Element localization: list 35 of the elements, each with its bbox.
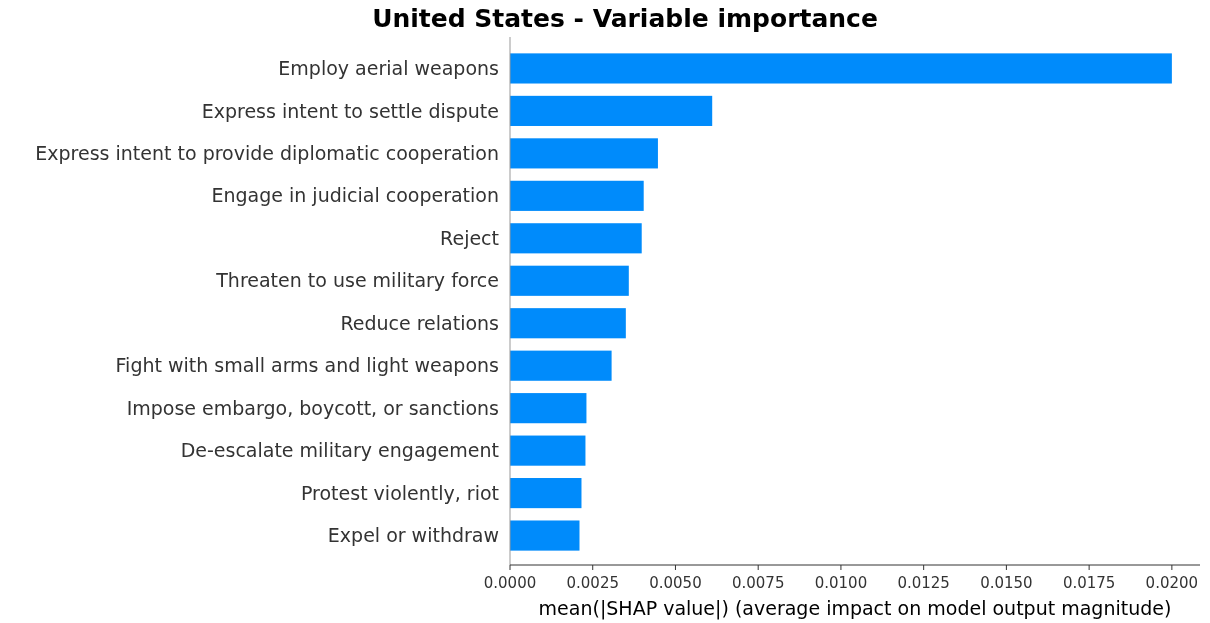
x-tick-label: 0.0025	[566, 574, 619, 592]
bar	[510, 350, 612, 381]
y-tick-label: Expel or withdraw	[327, 524, 499, 547]
y-tick-label: Express intent to provide diplomatic cooperation	[35, 142, 499, 165]
bar	[510, 435, 586, 466]
bar	[510, 393, 587, 424]
bar	[510, 223, 642, 254]
x-tick-label: 0.0175	[1062, 574, 1116, 592]
y-tick-label: Employ aerial weapons	[278, 57, 499, 80]
y-tick-label: Reject	[440, 226, 499, 249]
x-tick-label: 0.0050	[649, 574, 702, 592]
y-tick-label: Reduce relations	[340, 311, 499, 334]
bar	[510, 520, 580, 551]
bar	[510, 95, 713, 126]
y-tick-label: De-escalate military engagement	[180, 439, 499, 462]
bar	[510, 180, 644, 211]
chart-title: United States - Variable importance	[372, 4, 878, 33]
y-tick-label: Threaten to use military force	[215, 269, 499, 292]
y-tick-label: Express intent to settle dispute	[201, 99, 499, 122]
x-tick-label: 0.0150	[980, 574, 1033, 592]
x-axis-title: mean(|SHAP value|) (average impact on model output magnitude)	[538, 597, 1172, 620]
x-tick-label: 0.0100	[814, 574, 868, 592]
x-tick-label: 0.0075	[731, 574, 785, 592]
x-tick-label: 0.0200	[1145, 574, 1199, 592]
x-tick-label: 0.0125	[897, 574, 950, 592]
y-tick-label: Protest violently, riot	[300, 481, 499, 504]
bar	[510, 308, 626, 339]
bar	[510, 53, 1172, 84]
bar	[510, 138, 658, 169]
bar	[510, 265, 629, 296]
bar	[510, 478, 582, 509]
y-tick-label: Fight with small arms and light weapons	[115, 354, 499, 377]
y-tick-label: Impose embargo, boycott, or sanctions	[126, 396, 499, 419]
y-tick-label: Engage in judicial cooperation	[211, 184, 499, 207]
x-tick-label: 0.0000	[483, 574, 537, 592]
